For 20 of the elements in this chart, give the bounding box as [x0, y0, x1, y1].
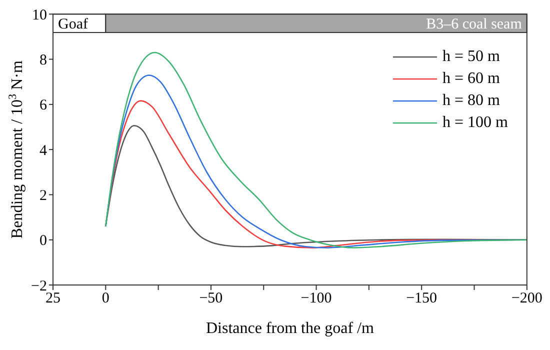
x-tick-label: 0 — [102, 290, 110, 307]
x-tick-label: −200 — [511, 290, 542, 307]
y-tick-label: 2 — [40, 188, 47, 204]
y-tick-label: 0 — [40, 233, 47, 250]
y-tick-label: −2 — [31, 278, 47, 294]
x-tick-label: −150 — [406, 290, 438, 307]
x-axis-title: Distance from the goaf /m — [206, 320, 374, 337]
legend-label: h = 80 m — [442, 91, 500, 111]
band-label: B3–6 coal seam — [426, 16, 522, 33]
y-tick-label: 6 — [40, 98, 48, 114]
x-tick-label: −50 — [199, 290, 223, 307]
y-tick-label: 10 — [32, 7, 47, 24]
x-tick-label: −100 — [300, 290, 332, 307]
y-tick-label: 8 — [40, 52, 47, 69]
band-label: Goaf — [58, 16, 88, 33]
y-tick-label: 4 — [40, 142, 48, 159]
x-tick-label: 25 — [46, 290, 60, 307]
legend-label: h = 100 m — [442, 113, 508, 133]
legend-label: h = 50 m — [442, 47, 500, 67]
legend-label: h = 60 m — [442, 69, 500, 89]
